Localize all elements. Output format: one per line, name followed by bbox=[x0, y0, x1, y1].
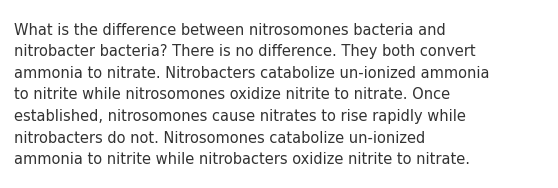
Text: What is the difference between nitrosomones bacteria and
nitrobacter bacteria? T: What is the difference between nitrosomo… bbox=[14, 23, 489, 167]
